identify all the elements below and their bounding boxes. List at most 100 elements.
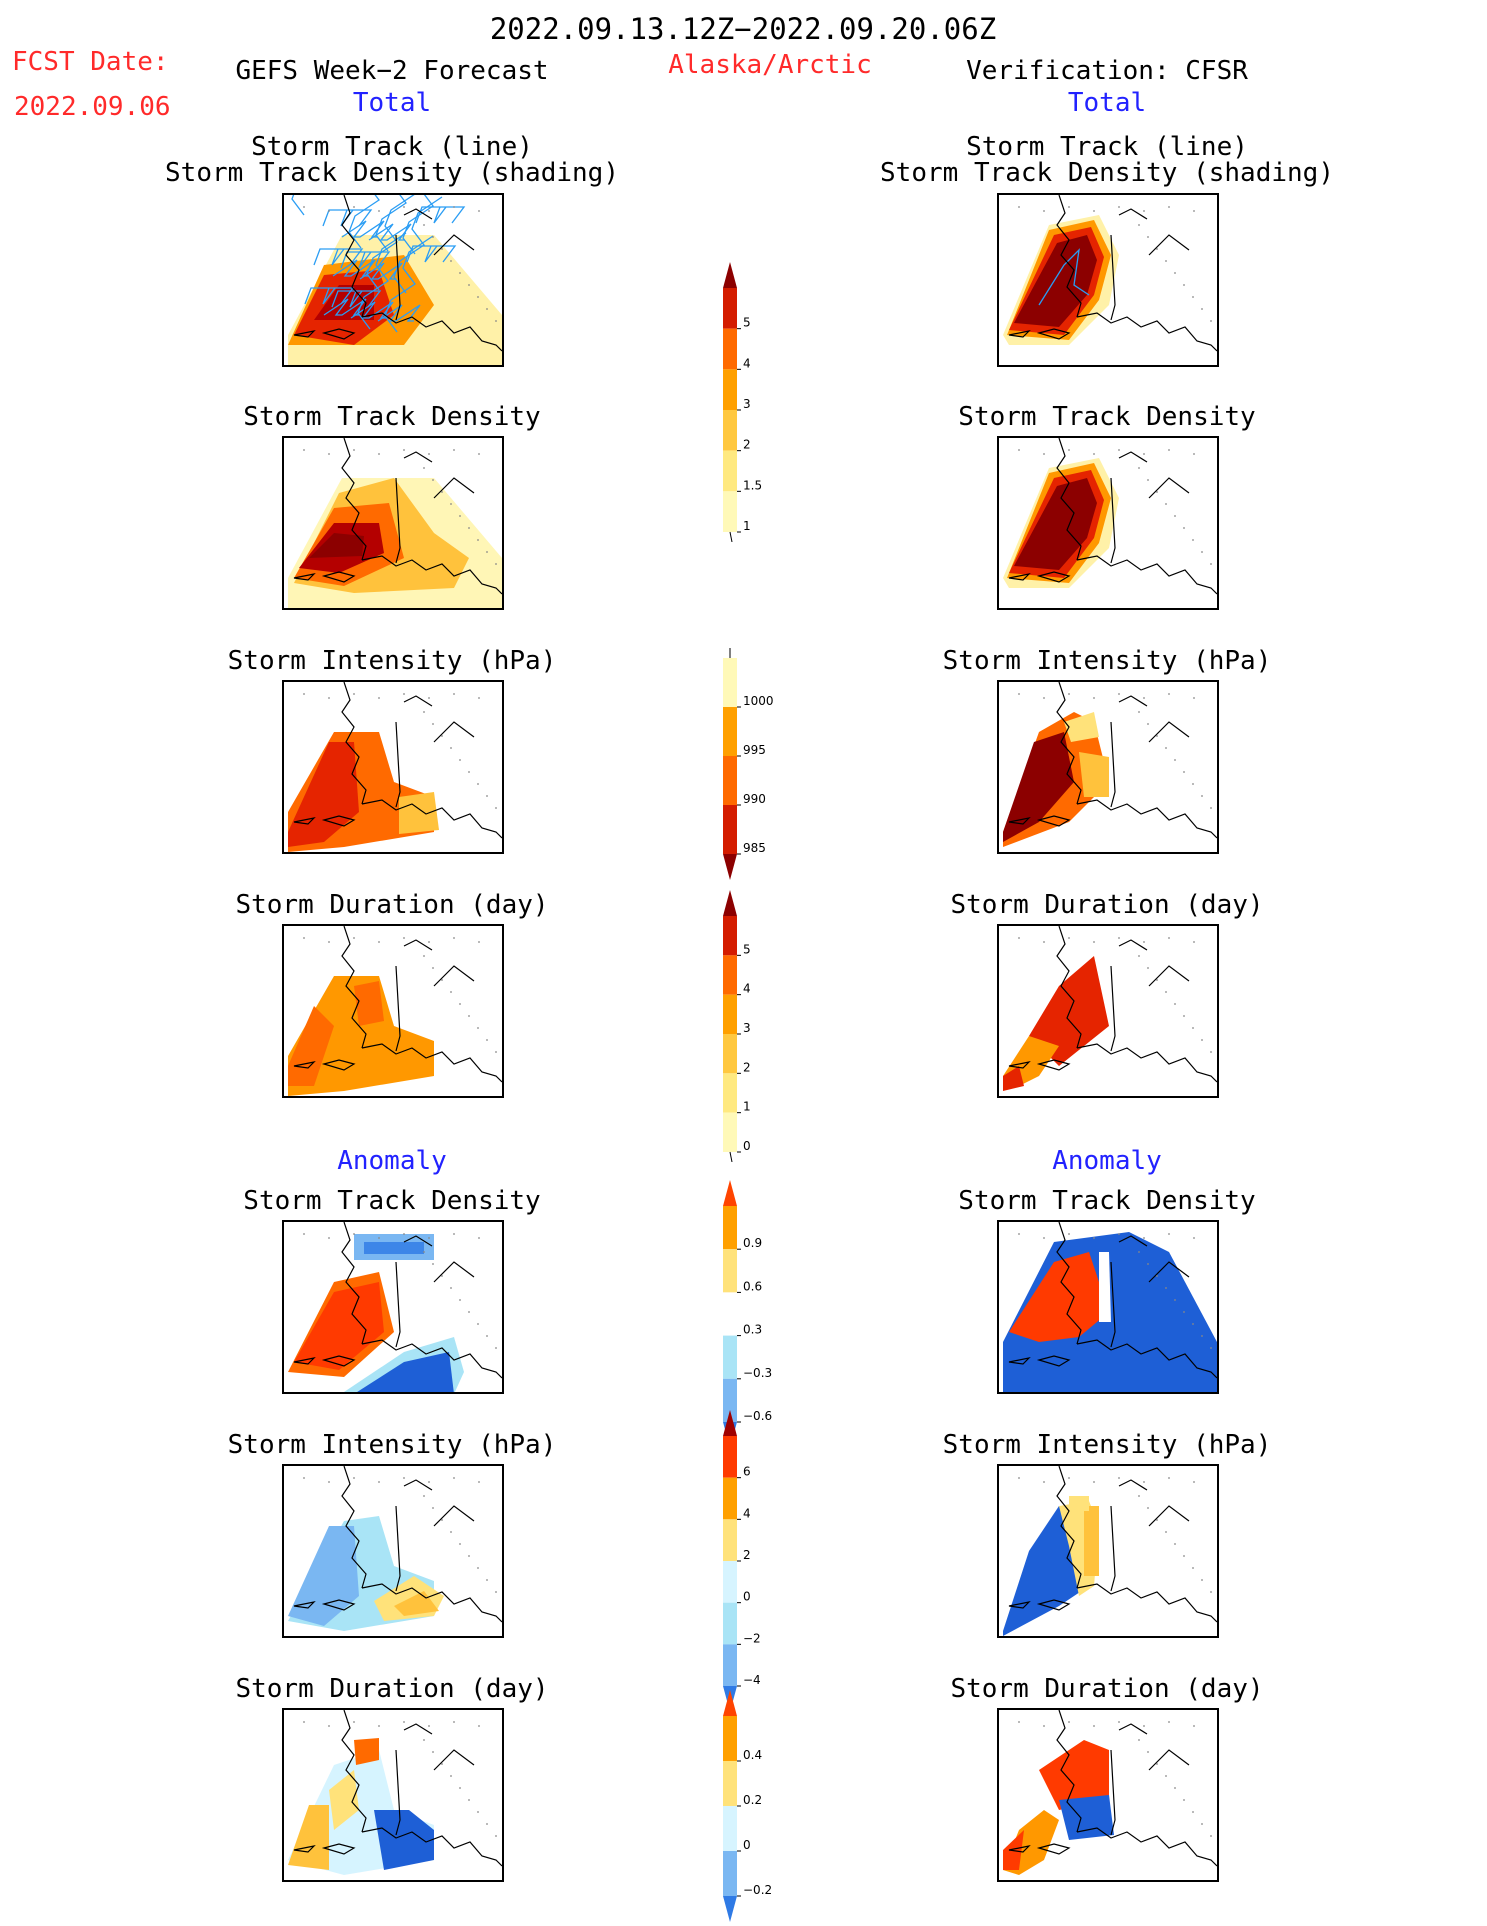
right-map-panel-1 <box>997 193 1219 367</box>
colorbar-track-density: 5 4 3 2 1.5 1 <box>710 262 790 546</box>
colorbar-segment <box>723 1335 737 1379</box>
colorbar-extend-top <box>723 1410 737 1436</box>
right-panel-1-subtitle: Storm Track Density (shading) <box>880 158 1334 188</box>
left-map-panel-3 <box>282 680 504 854</box>
alaska-map <box>1003 682 1217 847</box>
colorbar-segment <box>723 328 737 370</box>
colorbar-tick-label: 4 <box>743 356 751 370</box>
alaska-map <box>1003 438 1217 595</box>
left-panel-6-title: Storm Intensity (hPa) <box>227 1430 557 1460</box>
colorbar-anom-density: 0.90.60.3−0.3−0.6−0.9 <box>710 1180 790 1466</box>
colorbar-segment <box>723 1073 737 1113</box>
left-panel-4-title: Storm Duration (day) <box>235 890 549 920</box>
alaska-map <box>1003 1710 1217 1875</box>
colorbar-tick-label: 1.5 <box>743 478 762 492</box>
colorbar-segment <box>723 369 737 410</box>
colorbar-segment <box>723 1477 737 1520</box>
left-map-panel-2 <box>282 436 504 610</box>
right-column-subtitle: Total <box>1067 88 1147 118</box>
colorbar-segment <box>723 1761 737 1806</box>
colorbar-extend-bottom <box>723 854 737 880</box>
colorbar-segment <box>723 707 737 756</box>
right-panel-5-title: Storm Track Density <box>958 1186 1256 1216</box>
colorbar-segment <box>723 1602 737 1645</box>
alaska-map <box>288 1710 502 1875</box>
left-panel-1-title: Storm Track (line) <box>251 132 533 162</box>
colorbar-segment <box>723 1292 737 1336</box>
colorbar-tick-label: 0 <box>743 1838 751 1852</box>
right-map-panel-5 <box>997 1220 1219 1394</box>
colorbar-tick-label: 6 <box>743 1465 751 1479</box>
left-panel-5-title: Storm Track Density <box>243 1186 541 1216</box>
colorbar-tick-label: 985 <box>743 841 766 855</box>
colorbar-tick-label: −0.3 <box>743 1366 772 1380</box>
colorbar-segment <box>723 1716 737 1761</box>
colorbar-tick-label: 5 <box>743 942 751 956</box>
colorbar-tick-label: 4 <box>743 982 751 996</box>
colorbar-segment <box>723 1112 737 1152</box>
left-map-panel-7 <box>282 1708 504 1882</box>
colorbar-tick-label: −0.2 <box>743 1883 772 1897</box>
left-map-panel-5 <box>282 1220 504 1394</box>
colorbar-intensity: 1000995990985980 <box>710 648 790 904</box>
left-panel-1-subtitle: Storm Track Density (shading) <box>165 158 619 188</box>
colorbar-segment <box>723 410 737 451</box>
colorbar-segment <box>723 450 737 492</box>
colorbar-tick-label: 1 <box>743 1100 751 1114</box>
colorbar-tick-label: 2 <box>743 1060 751 1074</box>
right-map-panel-2 <box>997 436 1219 610</box>
colorbar-tick-label: 1000 <box>743 694 774 708</box>
colorbar-segment <box>723 1519 737 1561</box>
colorbar-segment <box>723 1378 737 1422</box>
right-map-panel-4 <box>997 924 1219 1098</box>
colorbar-extend-top <box>723 890 737 916</box>
colorbar-segment <box>723 994 737 1034</box>
colorbar-tick-label: 1 <box>743 519 751 533</box>
right-panel-3-title: Storm Intensity (hPa) <box>942 646 1272 676</box>
colorbar-extend-bottom <box>723 1896 737 1922</box>
colorbar-tick-label: −4 <box>743 1673 761 1687</box>
colorbar-segment <box>723 1644 737 1686</box>
colorbar-segment <box>723 1851 737 1896</box>
alaska-map <box>1003 926 1217 1091</box>
alaska-map <box>288 1466 502 1631</box>
colorbar-tick-label: 2 <box>743 438 751 452</box>
colorbar-segment <box>723 1436 737 1478</box>
colorbar-tick-label: 0.2 <box>743 1793 762 1807</box>
alaska-map <box>288 926 502 1096</box>
colorbar-tick-label: 0 <box>743 1590 751 1604</box>
right-panel-6-title: Storm Intensity (hPa) <box>942 1430 1272 1460</box>
left-map-panel-4 <box>282 924 504 1098</box>
right-map-panel-3 <box>997 680 1219 854</box>
colorbar-tick-label: 0.4 <box>743 1748 762 1762</box>
right-column-title: Verification: CFSR <box>966 56 1248 86</box>
colorbar-segment <box>723 1206 737 1250</box>
left-map-panel-6 <box>282 1464 504 1638</box>
left-map-panel-1 <box>282 193 504 367</box>
alaska-map <box>288 195 502 365</box>
alaska-map <box>1003 1222 1217 1392</box>
colorbar-tick-label: 5 <box>743 316 751 330</box>
colorbar-segment <box>723 1561 737 1603</box>
region-title: Alaska/Arctic <box>668 50 872 80</box>
right-map-panel-6 <box>997 1464 1219 1638</box>
right-panel-1-title: Storm Track (line) <box>966 132 1248 162</box>
alaska-map <box>1003 1466 1217 1636</box>
colorbar-segment <box>723 916 737 956</box>
anomaly-left-header: Anomaly <box>337 1146 447 1176</box>
colorbar-segment <box>723 1034 737 1074</box>
alaska-map <box>288 438 502 608</box>
colorbar-extend-top <box>723 1180 737 1206</box>
colorbar-segment <box>723 1249 737 1293</box>
colorbar-segment <box>723 288 737 329</box>
left-panel-3-title: Storm Intensity (hPa) <box>227 646 557 676</box>
colorbar-segment <box>723 658 737 707</box>
colorbar-segment <box>723 955 737 995</box>
left-column-title: GEFS Week−2 Forecast <box>235 56 549 86</box>
colorbar-tick-label: 0 <box>743 1139 751 1153</box>
left-column-subtitle: Total <box>352 88 432 118</box>
colorbar-segment <box>723 1806 737 1851</box>
fcst-date-label: FCST Date: <box>12 47 169 77</box>
left-panel-2-title: Storm Track Density <box>243 402 541 432</box>
right-map-panel-7 <box>997 1708 1219 1882</box>
